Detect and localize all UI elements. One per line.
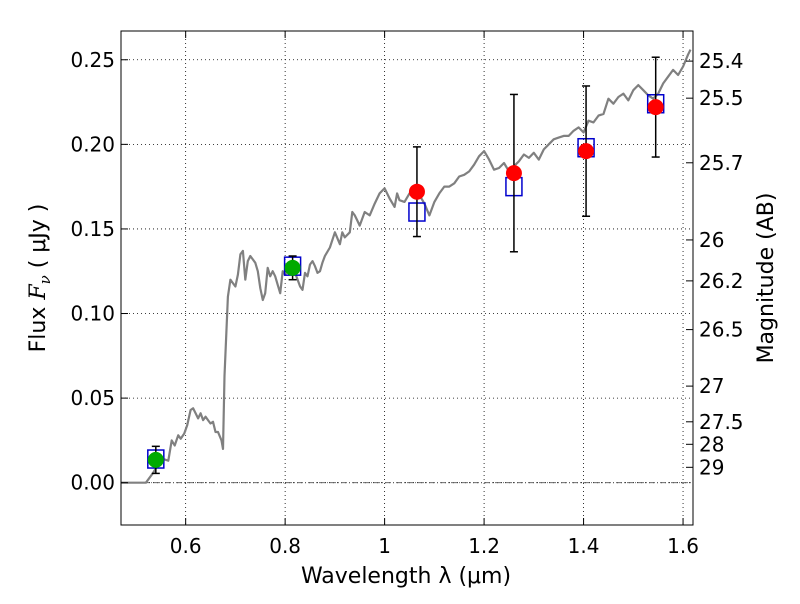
y-axis-label: Flux Fν ( μJy ) <box>26 204 54 353</box>
nir-photometry-point <box>647 99 664 116</box>
y-axis-label-text: Flux <box>26 300 51 353</box>
y-axis-label-symbol: F <box>26 284 51 301</box>
nir-photometry-point <box>505 165 522 182</box>
magnitude-tick-label: 27.5 <box>699 410 744 434</box>
y-tick-label: 0.20 <box>70 132 115 156</box>
plot-area <box>121 49 693 484</box>
y-axis-label-unit: ( μJy ) <box>26 204 51 276</box>
magnitude-tick-label: 25.5 <box>699 86 744 110</box>
magnitude-tick-label: 26.2 <box>699 269 744 293</box>
x-axis-label: Wavelength λ (μm) <box>301 564 511 589</box>
x-tick-label: 0.6 <box>170 534 202 558</box>
y-axis-ticks: 0.00 0.05 0.10 0.15 0.20 0.25 <box>70 48 128 495</box>
y-tick-label: 0.25 <box>70 48 115 72</box>
magnitude-tick-label: 26 <box>699 228 724 252</box>
y-tick-label: 0.00 <box>70 471 115 495</box>
nir-photometry-point <box>578 143 595 160</box>
magnitude-tick-label: 25.4 <box>699 49 744 73</box>
magnitude-tick-label: 26.5 <box>699 318 744 342</box>
y-tick-label: 0.15 <box>70 217 115 241</box>
model-spectrum-line <box>121 49 692 484</box>
x-tick-label: 1 <box>378 534 391 558</box>
optical-photometry-point <box>284 259 301 276</box>
x-tick-label: 1.2 <box>468 534 500 558</box>
magnitude-tick-label: 25.7 <box>699 151 744 175</box>
nir-photometry-point <box>408 183 425 200</box>
y-tick-label: 0.05 <box>70 386 115 410</box>
x-tick-label: 1.4 <box>568 534 600 558</box>
y-axis-label-subscript: ν <box>36 275 54 284</box>
magnitude-tick-label: 29 <box>699 455 724 479</box>
x-axis-ticks: 0.6 0.8 1 1.2 1.4 1.6 <box>170 31 699 558</box>
magnitude-tick-label: 27 <box>699 374 724 398</box>
magnitude-tick-label: 28 <box>699 432 724 456</box>
y-tick-label: 0.10 <box>70 302 115 326</box>
x-tick-label: 1.6 <box>667 534 699 558</box>
x-tick-label: 0.8 <box>269 534 301 558</box>
axes-frame <box>120 30 694 526</box>
optical-photometry-point <box>147 451 164 468</box>
magnitude-axis-label: Magnitude (AB) <box>754 193 779 364</box>
